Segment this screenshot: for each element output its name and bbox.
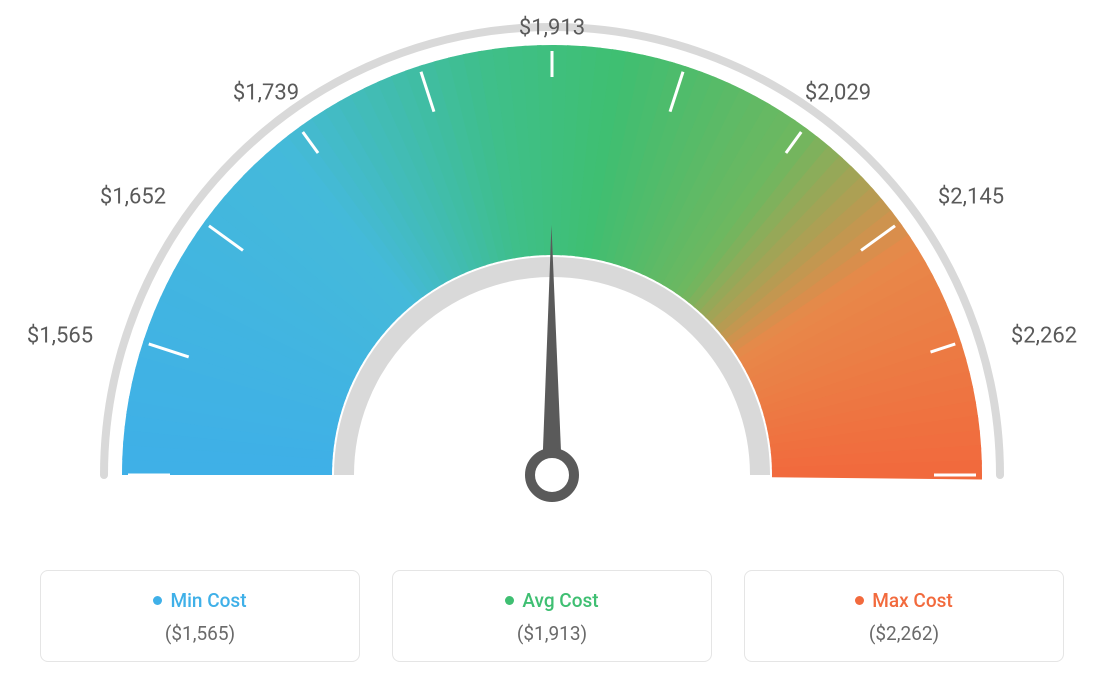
dot-icon-avg bbox=[505, 596, 514, 605]
dot-icon-max bbox=[855, 596, 864, 605]
gauge-tick-label: $1,913 bbox=[519, 16, 585, 41]
legend-title-max: Max Cost bbox=[765, 589, 1043, 612]
gauge-tick-label: $1,565 bbox=[27, 324, 93, 349]
legend-title-text: Avg Cost bbox=[522, 589, 598, 612]
legend-title-text: Max Cost bbox=[872, 589, 952, 612]
legend-title-text: Min Cost bbox=[170, 589, 246, 612]
gauge-tick-label: $2,145 bbox=[938, 185, 1004, 210]
gauge-tick-label: $1,652 bbox=[100, 185, 166, 210]
legend-card-avg: Avg Cost ($1,913) bbox=[392, 570, 712, 662]
gauge-tick-label: $2,262 bbox=[1011, 324, 1077, 349]
legend-row: Min Cost ($1,565) Avg Cost ($1,913) Max … bbox=[0, 570, 1104, 662]
legend-title-avg: Avg Cost bbox=[413, 589, 691, 612]
legend-title-min: Min Cost bbox=[61, 589, 339, 612]
gauge-tick-label: $2,029 bbox=[805, 81, 871, 106]
dot-icon-min bbox=[153, 596, 162, 605]
legend-card-max: Max Cost ($2,262) bbox=[744, 570, 1064, 662]
cost-gauge: $1,565 $1,652 $1,739 $1,913 $2,029 $2,145 $2,2… bbox=[0, 0, 1104, 560]
gauge-tick-label: $1,739 bbox=[233, 81, 299, 106]
legend-value-min: ($1,565) bbox=[61, 622, 339, 645]
legend-value-max: ($2,262) bbox=[765, 622, 1043, 645]
legend-value-avg: ($1,913) bbox=[413, 622, 691, 645]
gauge-svg bbox=[0, 0, 1104, 560]
legend-card-min: Min Cost ($1,565) bbox=[40, 570, 360, 662]
